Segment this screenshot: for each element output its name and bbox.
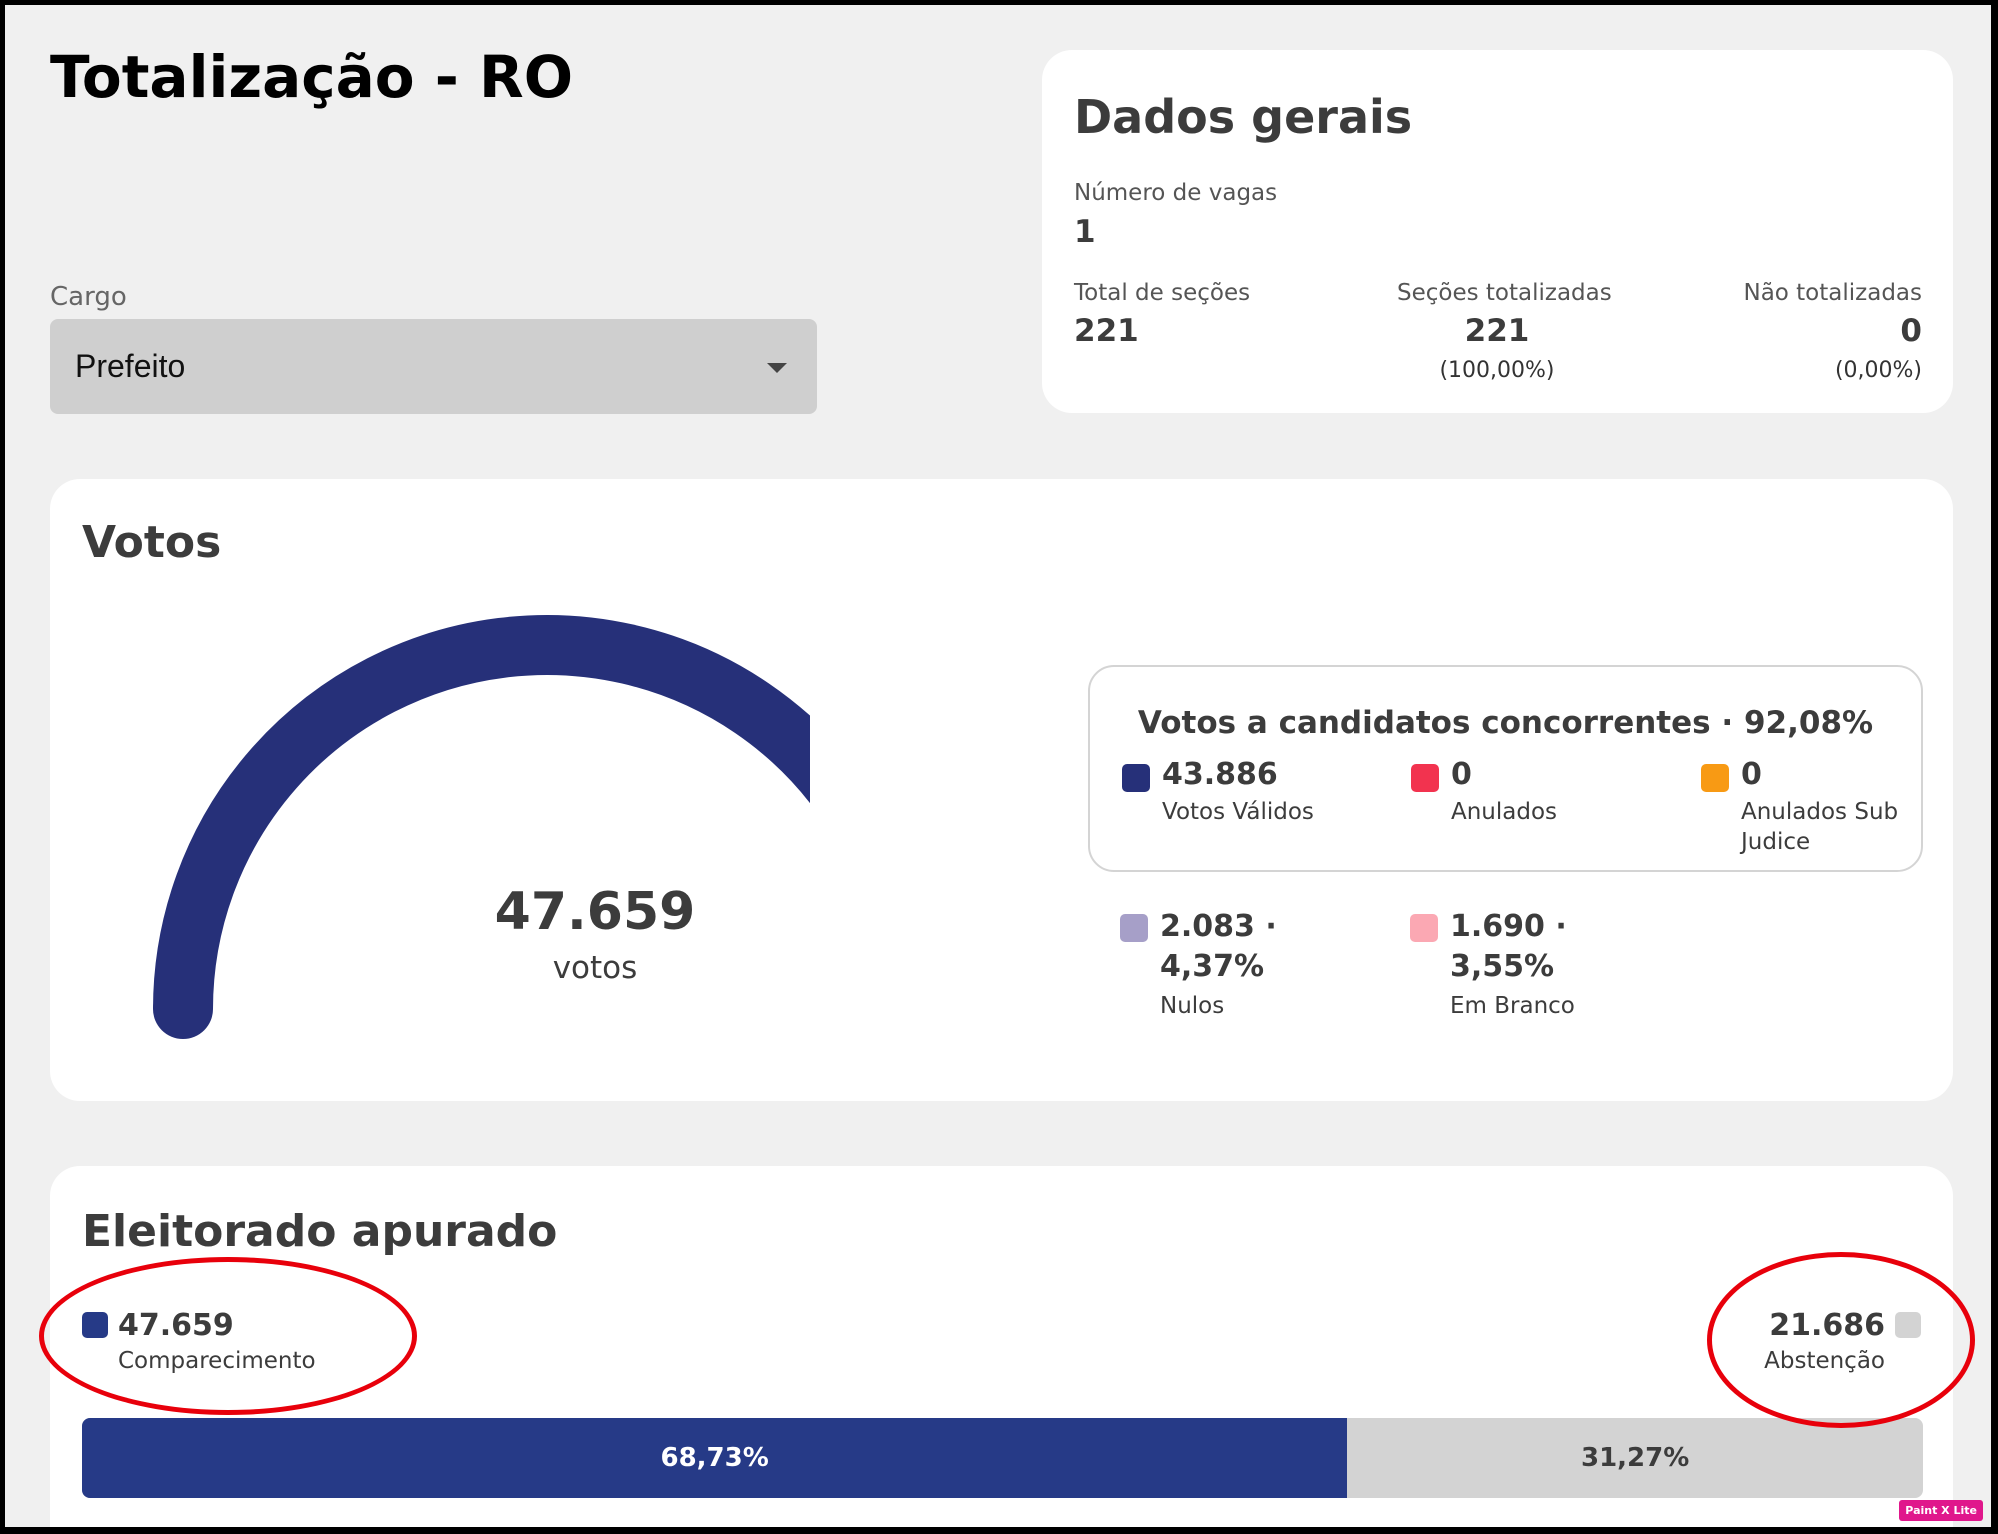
votos-title: Votos: [82, 517, 222, 568]
anulados-swatch: [1411, 764, 1439, 792]
secoes-totalizadas-value: 221: [1464, 313, 1530, 349]
anulados-sub-judice-value: 0: [1741, 757, 1762, 792]
eleitorado-bar: 68,73% 31,27%: [82, 1418, 1923, 1498]
votos-validos-label: Votos Válidos: [1162, 799, 1314, 825]
nao-totalizadas-value: 0: [1900, 313, 1922, 349]
anulados-value: 0: [1451, 757, 1472, 792]
em-branco-swatch: [1410, 914, 1438, 942]
votos-gauge: [153, 615, 810, 1039]
vagas-value: 1: [1074, 214, 1096, 250]
nulos-label: Nulos: [1160, 993, 1225, 1019]
gauge-total-votes: 47.659: [494, 882, 696, 942]
anulados-sub-judice-label: Anulados Sub Judice: [1741, 799, 1899, 855]
cargo-select[interactable]: Prefeito: [50, 319, 817, 414]
vagas-label: Número de vagas: [1074, 180, 1278, 206]
caret-down-icon: [767, 363, 787, 373]
cargo-label: Cargo: [50, 282, 127, 312]
page-title: Totalização - RO: [50, 43, 574, 111]
nulos-swatch: [1120, 914, 1148, 942]
concorrentes-box: Votos a candidatos concorrentes · 92,08%…: [1088, 665, 1923, 872]
concorrentes-title: Votos a candidatos concorrentes · 92,08%: [1137, 705, 1874, 741]
total-secoes-label: Total de seções: [1074, 280, 1251, 306]
secoes-totalizadas-pct: (100,00%): [1439, 358, 1555, 383]
page: Totalização - RO Cargo Prefeito Dados ge…: [5, 5, 1991, 1527]
dados-gerais-title: Dados gerais: [1074, 90, 1413, 144]
annotation-circle-comparecimento: [39, 1257, 417, 1415]
total-secoes-value: 221: [1074, 313, 1139, 349]
eleitorado-title: Eleitorado apurado: [82, 1206, 558, 1257]
watermark-badge: Paint X Lite: [1899, 1500, 1983, 1521]
gauge-segment-votos-validos: [153, 615, 810, 1010]
nulos-value: 2.083 · 4,37%: [1160, 909, 1277, 984]
votos-validos-swatch: [1122, 764, 1150, 792]
comparecimento-bar-segment: 68,73%: [82, 1418, 1348, 1498]
gauge-unit: votos: [552, 950, 638, 986]
nao-totalizadas-label: Não totalizadas: [1743, 280, 1922, 306]
anulados-label: Anulados: [1451, 799, 1558, 825]
anulados-sub-judice-swatch: [1701, 764, 1729, 792]
dados-gerais-card: Dados gerais Número de vagas 1 Total de …: [1042, 50, 1953, 413]
nao-totalizadas-pct: (0,00%): [1834, 358, 1922, 383]
gauge-start-cap: [153, 979, 213, 1039]
annotation-circle-abstencao: [1707, 1252, 1975, 1428]
em-branco-label: Em Branco: [1450, 993, 1575, 1019]
comparecimento-pct: 68,73%: [660, 1443, 769, 1473]
abstencao-pct: 31,27%: [1581, 1443, 1690, 1473]
secoes-totalizadas-label: Seções totalizadas: [1397, 280, 1612, 306]
votos-validos-value: 43.886: [1162, 757, 1278, 792]
votos-card: Votos 47.659 votos Votos a candidatos co…: [50, 479, 1953, 1101]
em-branco-value: 1.690 · 3,55%: [1450, 909, 1567, 984]
cargo-selected-value: Prefeito: [75, 348, 186, 384]
